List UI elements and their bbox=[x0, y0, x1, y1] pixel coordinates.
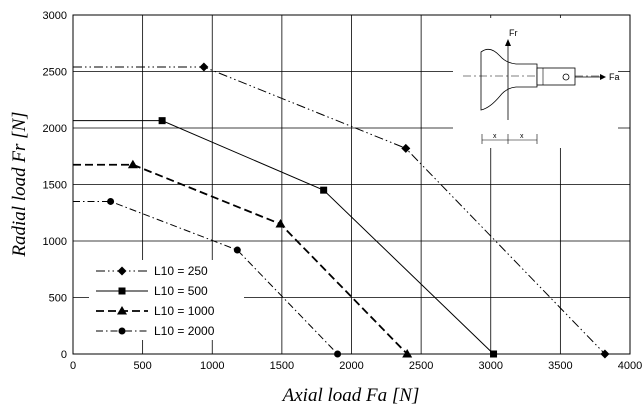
series-1-point bbox=[401, 143, 411, 153]
y-tick-label: 3000 bbox=[43, 10, 67, 22]
series-3-point bbox=[275, 219, 286, 228]
x-tick-label: 2500 bbox=[409, 360, 433, 372]
legend-marker-3 bbox=[117, 306, 127, 315]
shaft-flange bbox=[480, 48, 538, 111]
legend-label-3: L10 = 1000 bbox=[154, 304, 215, 318]
y-tick-label: 1000 bbox=[43, 236, 67, 248]
shaft-body bbox=[536, 67, 576, 86]
y-tick-label: 2000 bbox=[43, 123, 67, 135]
legend-marker-1 bbox=[117, 266, 127, 276]
y-axis-title: Radial load Fr [N] bbox=[9, 111, 30, 257]
series-line-1 bbox=[73, 66, 606, 355]
x-tick-label: 0 bbox=[70, 360, 76, 372]
series-4-point bbox=[107, 197, 115, 205]
x-tick-label: 1500 bbox=[270, 360, 294, 372]
x-tick-label: 3500 bbox=[548, 360, 572, 372]
fr-label: Fr bbox=[509, 28, 518, 38]
legend-marker-4 bbox=[118, 327, 126, 335]
x-tick-label: 4000 bbox=[618, 360, 642, 372]
legend: L10 = 250 L10 = 500 L10 = 1000 L10 = 2000 bbox=[89, 260, 244, 340]
series-2-point bbox=[158, 117, 166, 125]
series-3-point bbox=[402, 349, 413, 358]
y-tick-label: 0 bbox=[61, 349, 67, 361]
x-tick-label: 2000 bbox=[339, 360, 363, 372]
dimension-label-left: x bbox=[493, 133, 497, 140]
x-tick-label: 3000 bbox=[479, 360, 503, 372]
series-3-point bbox=[127, 159, 138, 169]
tick-labels: 0 500 1000 1500 2000 2500 3000 3500 4000 0 500 1000… bbox=[43, 10, 643, 372]
series-layer bbox=[73, 66, 606, 355]
plot-border bbox=[72, 14, 631, 355]
series-1-point bbox=[199, 62, 209, 72]
dimension-label-right: x bbox=[520, 133, 524, 140]
legend-label-1: L10 = 250 bbox=[154, 264, 208, 278]
markers-layer bbox=[107, 62, 610, 359]
series-line-3 bbox=[73, 163, 408, 355]
legend-box bbox=[89, 260, 244, 340]
series-line-4 bbox=[73, 200, 338, 355]
x-tick-label: 1000 bbox=[200, 360, 224, 372]
y-tick-label: 2500 bbox=[43, 67, 67, 79]
fr-arrow-head-icon bbox=[505, 39, 511, 46]
shaft-hole-icon bbox=[562, 73, 570, 81]
y-tick-label: 500 bbox=[49, 293, 67, 305]
legend-marker-2 bbox=[118, 287, 126, 295]
series-4-point bbox=[233, 246, 241, 254]
legend-label-2: L10 = 500 bbox=[154, 284, 208, 298]
shaft-schematic: Fa Fr x x bbox=[453, 18, 620, 148]
x-axis-title: Axial load Fa [N] bbox=[281, 385, 420, 406]
y-tick-label: 1500 bbox=[43, 180, 67, 192]
series-2-point bbox=[320, 186, 328, 194]
fa-arrow-head-icon bbox=[600, 74, 606, 80]
legend-label-4: L10 = 2000 bbox=[154, 324, 215, 338]
fa-label: Fa bbox=[609, 72, 620, 82]
series-line-2 bbox=[73, 120, 494, 355]
x-tick-label: 500 bbox=[133, 360, 151, 372]
